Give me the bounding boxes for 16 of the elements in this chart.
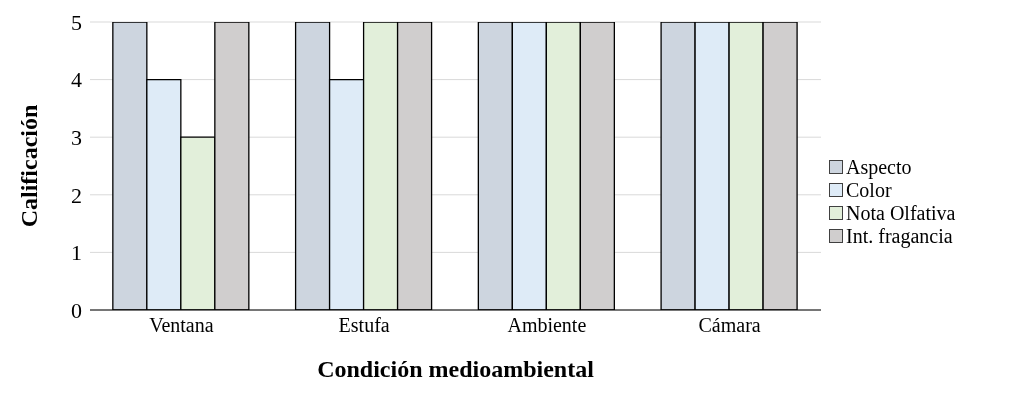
y-axis-title: Calificación xyxy=(15,104,42,228)
x-axis-title: Condición medioambiental xyxy=(317,356,595,382)
x-tick-label: Estufa xyxy=(338,314,390,337)
legend-label: Aspecto xyxy=(846,155,912,179)
y-tick-label: 0 xyxy=(71,297,82,323)
x-tick-label: Cámara xyxy=(698,314,761,337)
x-tick-label: Ventana xyxy=(149,314,214,337)
legend-label: Nota Olfativa xyxy=(846,201,956,225)
y-tick-label: 1 xyxy=(71,240,82,266)
y-tick-label: 2 xyxy=(71,182,82,208)
x-tick-label: Ambiente xyxy=(507,314,587,337)
y-tick-label: 5 xyxy=(71,9,82,35)
y-tick-label: 4 xyxy=(71,67,82,93)
y-tick-label: 3 xyxy=(71,125,82,151)
legend-label: Int. fragancia xyxy=(846,224,953,248)
legend-label: Color xyxy=(846,178,892,202)
